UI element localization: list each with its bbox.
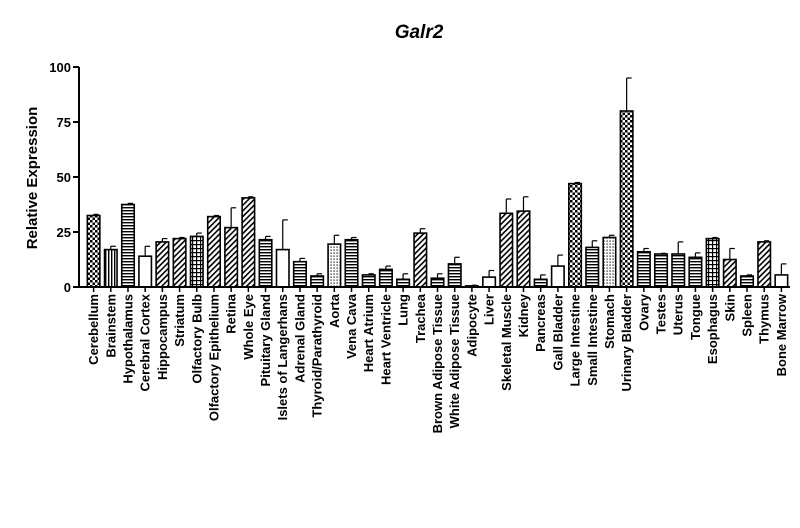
x-tick-label: Hippocampus [155,294,170,380]
bar [722,258,737,288]
x-tick-label: Olfactory Epithelium [207,294,222,421]
x-tick-label: Kidney [516,293,531,337]
bar [774,274,789,288]
y-tick-label: 25 [57,225,71,240]
bar [258,238,273,288]
x-tick-label: Adrenal Gland [292,294,307,383]
x-tick-label: Small Intestine [585,294,600,386]
x-tick-label: Aorta [327,293,342,328]
x-tick-label: Heart Atrium [361,294,376,372]
x-tick-label: Stomach [602,294,617,349]
bar [602,236,617,288]
bar [516,210,531,288]
x-tick-label: Gall Bladder [550,294,565,371]
bar [344,238,359,288]
bar [757,241,772,288]
y-tick-label: 0 [64,280,71,295]
x-tick-label: Bone Marrow [774,293,789,376]
x-tick-label: Brainstem [103,294,118,358]
bar [172,237,187,288]
x-tick-label: Uterus [671,294,686,335]
bar [739,275,755,288]
bar [636,251,651,288]
x-tick-label: Thymus [757,294,772,344]
bar [86,214,101,288]
bar [447,263,462,288]
x-tick-label: Pancreas [533,294,548,352]
chart-title: Galr2 [395,22,444,43]
bar [138,255,153,288]
x-tick-label: Striatum [172,294,187,347]
bars [86,77,789,288]
bar [103,248,118,288]
x-tick-label: Vena Cava [344,293,359,359]
y-tick-label: 100 [49,60,71,75]
x-tick-label: Thyroid/Parathyroid [310,294,325,418]
x-tick-label: Lung [396,294,411,326]
bar [396,278,411,288]
y-tick-label: 75 [57,115,71,130]
x-tick-label: Cerebellum [86,294,101,365]
x-tick-label: Heart Ventricle [378,294,393,385]
x-tick-label: Olfactory Bulb [189,294,204,384]
bar [705,237,720,288]
x-tick-label: Retina [224,293,239,334]
x-tick-label: Ovary [636,293,651,331]
x-tick-label: Hypothalamus [121,294,136,384]
bar [482,276,497,288]
bar [550,265,565,288]
bar [688,256,703,288]
y-axis: 0 25 50 75 100 [49,60,80,295]
x-tick-label: Adipocyte [464,294,479,357]
x-tick-label: Pituitary Gland [258,294,273,387]
x-tick-label: Trachea [413,293,428,343]
bar [206,215,222,288]
bar [327,243,342,288]
x-tick-label: White Adipose Tissue [447,294,462,428]
bar [120,203,136,288]
bar [653,253,669,288]
bar [275,248,290,288]
x-tick-label: Testes [654,294,669,334]
bar [533,278,548,288]
x-tick-label: Spleen [740,294,755,337]
bar [310,275,325,288]
x-axis: Cerebellum Brainstem Hypothalamus Cerebral … [78,286,790,433]
x-tick-label: Brown Adipose Tissue [430,294,445,433]
x-tick-label: Tongue [688,294,703,340]
bar [378,268,393,288]
x-tick-label: Islets of Langerhans [275,294,290,420]
bar [241,197,256,288]
bar [671,253,686,288]
bar [499,212,514,288]
x-tick-label: Large Intestine [568,294,583,386]
bar [361,274,376,288]
x-tick-label: Esophagus [705,294,720,364]
bar [585,246,600,288]
x-tick-label: Cerebral Cortex [138,293,153,391]
x-tick-label: Whole Eye [241,294,256,360]
x-tick-label: Liver [482,294,497,325]
bar [619,110,634,288]
x-tick-label: Urinary Bladder [619,294,634,392]
x-tick-label: Skeletal Muscle [499,294,514,391]
bar [189,235,204,288]
bar [568,182,583,288]
bar [413,232,428,288]
y-axis-label: Relative Expression [24,107,41,250]
bar [292,260,307,288]
y-tick-label: 50 [57,170,71,185]
x-tick-label: Skin [722,294,737,322]
bar [224,226,239,288]
bar [155,241,170,288]
bar [430,277,445,288]
